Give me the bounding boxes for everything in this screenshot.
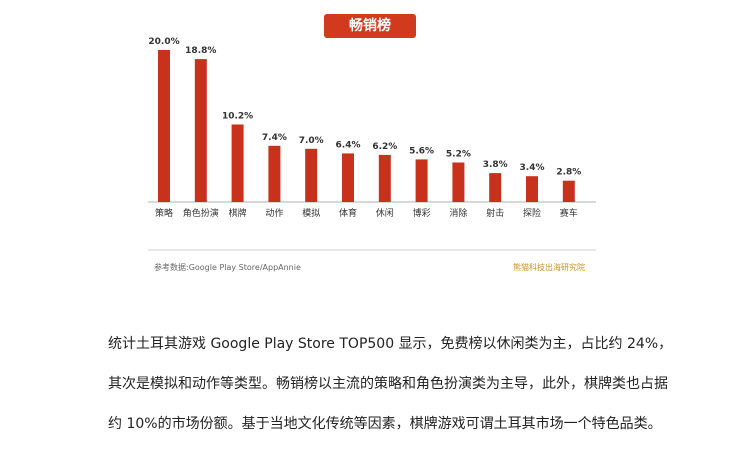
bars-group: 20.0% 策略 18.8% 角色扮演 10.2% 棋牌 7.4% 动作 7.0% 模拟 6.4% 体…: [148, 37, 581, 219]
category-label-6: 休闲: [376, 207, 394, 219]
category-label-4: 模拟: [302, 207, 320, 219]
chart-panel: [140, 0, 603, 285]
value-label-1: 18.8%: [185, 46, 216, 56]
bar-chart: 20.0% 策略 18.8% 角色扮演 10.2% 棋牌 7.4% 动作 7.0% 模拟 6.4% 体…: [148, 37, 596, 251]
value-label-3: 7.4%: [262, 133, 287, 143]
bar-5: [342, 153, 354, 202]
chart-title: 畅销榜: [324, 14, 416, 38]
bar-9: [489, 173, 502, 202]
bar-10: [526, 176, 538, 202]
bar-1: [194, 59, 207, 202]
paragraph-line-2: 其次是模拟和动作等类型。畅销榜以主流的策略和角色扮演类为主导，此外，棋牌类也占据: [108, 376, 668, 392]
value-label-6: 6.2%: [372, 142, 397, 152]
bar-11: [562, 180, 575, 202]
category-label-7: 博彩: [413, 207, 431, 219]
category-label-0: 策略: [155, 207, 173, 219]
bar-8: [452, 162, 465, 202]
value-label-10: 3.4%: [520, 163, 545, 173]
value-label-2: 10.2%: [222, 112, 253, 122]
bar-3: [268, 145, 281, 202]
value-label-7: 5.6%: [409, 146, 434, 156]
value-label-5: 6.4%: [336, 140, 361, 150]
category-label-10: 探险: [523, 207, 541, 219]
category-label-8: 消除: [449, 207, 467, 219]
category-label-1: 角色扮演: [183, 207, 219, 219]
value-label-11: 2.8%: [556, 168, 581, 178]
bar-2: [231, 124, 244, 202]
category-label-2: 棋牌: [229, 207, 247, 219]
bar-6: [378, 154, 391, 202]
category-label-11: 赛车: [560, 207, 578, 219]
category-label-9: 射击: [486, 207, 504, 219]
category-label-3: 动作: [265, 207, 283, 219]
bar-4: [305, 148, 318, 202]
source-note: 参考数据:Google Play Store/AppAnnie: [154, 263, 301, 272]
bar-0: [158, 50, 170, 202]
value-label-0: 20.0%: [148, 37, 179, 47]
paragraph-line-1: 统计土耳其游戏 Google Play Store TOP500 显示，免费榜以…: [108, 336, 673, 352]
source-brand: 熊猫科技出海研究院: [513, 263, 585, 272]
paragraph-line-3: 约 10%的市场份额。基于当地文化传统等因素，棋牌游戏可谓土耳其市场一个特色品类…: [108, 416, 662, 432]
bar-7: [415, 159, 428, 202]
value-label-4: 7.0%: [299, 136, 324, 146]
value-label-8: 5.2%: [446, 150, 471, 160]
value-label-9: 3.8%: [483, 160, 508, 170]
category-label-5: 体育: [339, 207, 357, 219]
